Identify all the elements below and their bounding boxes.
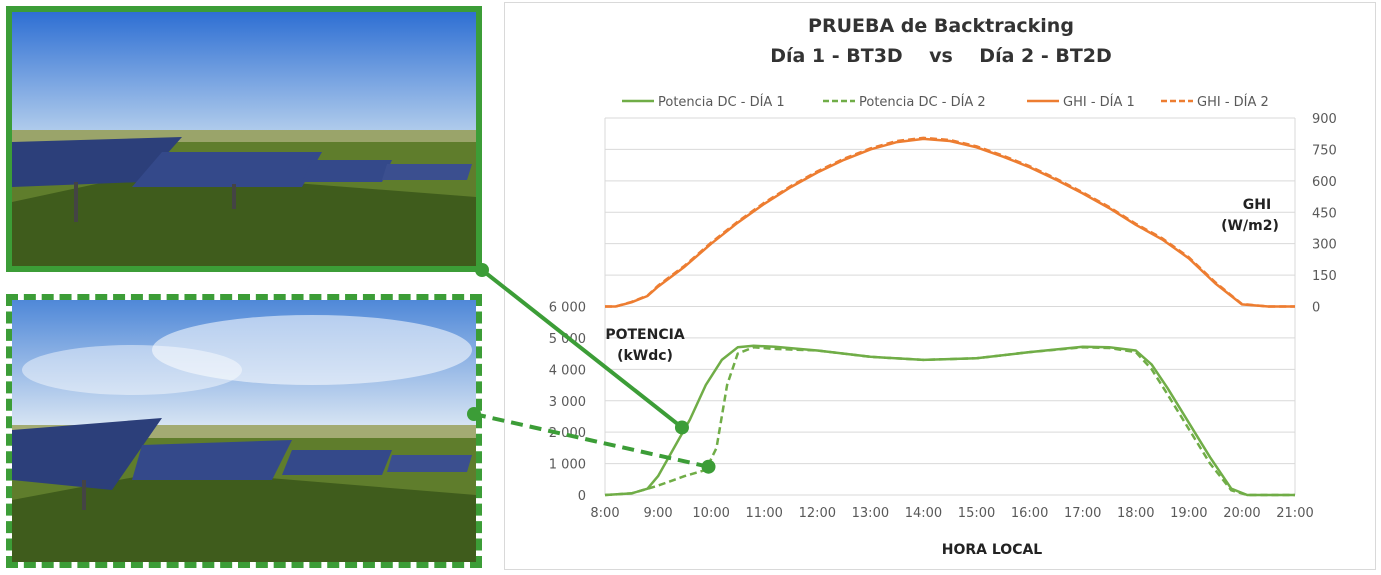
y-right-tick-label: 750: [1312, 143, 1337, 158]
x-tick-label: 20:00: [1223, 506, 1260, 521]
series-line: [605, 136, 1295, 308]
connector-line: [480, 268, 684, 430]
y-right-tick-label: 900: [1312, 112, 1337, 127]
connectors: [467, 263, 716, 474]
x-tick-label: 17:00: [1064, 506, 1101, 521]
y-right-axis-ticks: 0 150 300 450 600 750 900: [1312, 112, 1337, 316]
x-tick-label: 11:00: [745, 506, 782, 521]
y-right-tick-label: 300: [1312, 238, 1337, 253]
legend: Potencia DC - DÍA 1 Potencia DC - DÍA 2 GH…: [622, 94, 1269, 110]
x-tick-label: 18:00: [1117, 506, 1154, 521]
solar-tracker-photo-icon: [12, 300, 476, 562]
chart-title-line2: Día 1 - BT3D vs Día 2 - BT2D: [770, 45, 1112, 67]
y-left-tick-label: 3 000: [549, 395, 586, 410]
x-tick-label: 21:00: [1276, 506, 1313, 521]
legend-entry: Potencia DC - DÍA 2: [859, 94, 986, 110]
y-right-tick-label: 150: [1312, 269, 1337, 284]
x-tick-label: 16:00: [1011, 506, 1048, 521]
connector-start-dot: [475, 263, 489, 277]
x-tick-label: 14:00: [905, 506, 942, 521]
series-line: [605, 137, 1295, 308]
y-right-tick-label: 0: [1312, 301, 1320, 316]
connector-line: [473, 412, 709, 469]
x-tick-label: 12:00: [799, 506, 836, 521]
solar-tracker-photo-icon: [12, 12, 476, 266]
y-left-label-1: POTENCIA: [605, 327, 684, 343]
chart-title-line1: PRUEBA de Backtracking: [808, 15, 1074, 37]
legend-entry: GHI - DÍA 2: [1197, 94, 1269, 110]
chart-marker: [701, 459, 716, 474]
connector-start-dot: [467, 407, 481, 421]
series-layer: [604, 136, 1295, 497]
y-right-label-1: GHI: [1243, 197, 1271, 213]
legend-entry: GHI - DÍA 1: [1063, 94, 1135, 110]
y-left-label-2: (kWdc): [617, 348, 673, 364]
x-axis-ticks: 8:00 9:00 10:00 11:00 12:00 13:00 14:00 15:00 16…: [590, 506, 1313, 521]
x-axis-label: HORA LOCAL: [942, 542, 1043, 558]
x-tick-label: 10:00: [692, 506, 729, 521]
x-tick-label: 15:00: [958, 506, 995, 521]
x-tick-label: 13:00: [852, 506, 889, 521]
grid: [604, 117, 1296, 496]
y-left-tick-label: 6 000: [549, 301, 586, 316]
y-right-tick-label: 450: [1312, 206, 1337, 221]
y-right-tick-label: 600: [1312, 175, 1337, 190]
y-right-label-2: (W/m2): [1221, 218, 1279, 234]
x-tick-label: 9:00: [643, 506, 672, 521]
photo-day1: [6, 6, 482, 272]
chart-panel: [504, 2, 1376, 570]
series-line: [604, 346, 1295, 497]
legend-entry: Potencia DC - DÍA 1: [658, 94, 785, 110]
photo-day2: [6, 294, 482, 568]
chart-marker: [674, 420, 689, 435]
y-left-tick-label: 4 000: [549, 363, 586, 378]
x-tick-label: 8:00: [590, 506, 619, 521]
y-left-tick-label: 1 000: [549, 458, 586, 473]
y-left-tick-label: 0: [578, 489, 586, 504]
x-tick-label: 19:00: [1170, 506, 1207, 521]
